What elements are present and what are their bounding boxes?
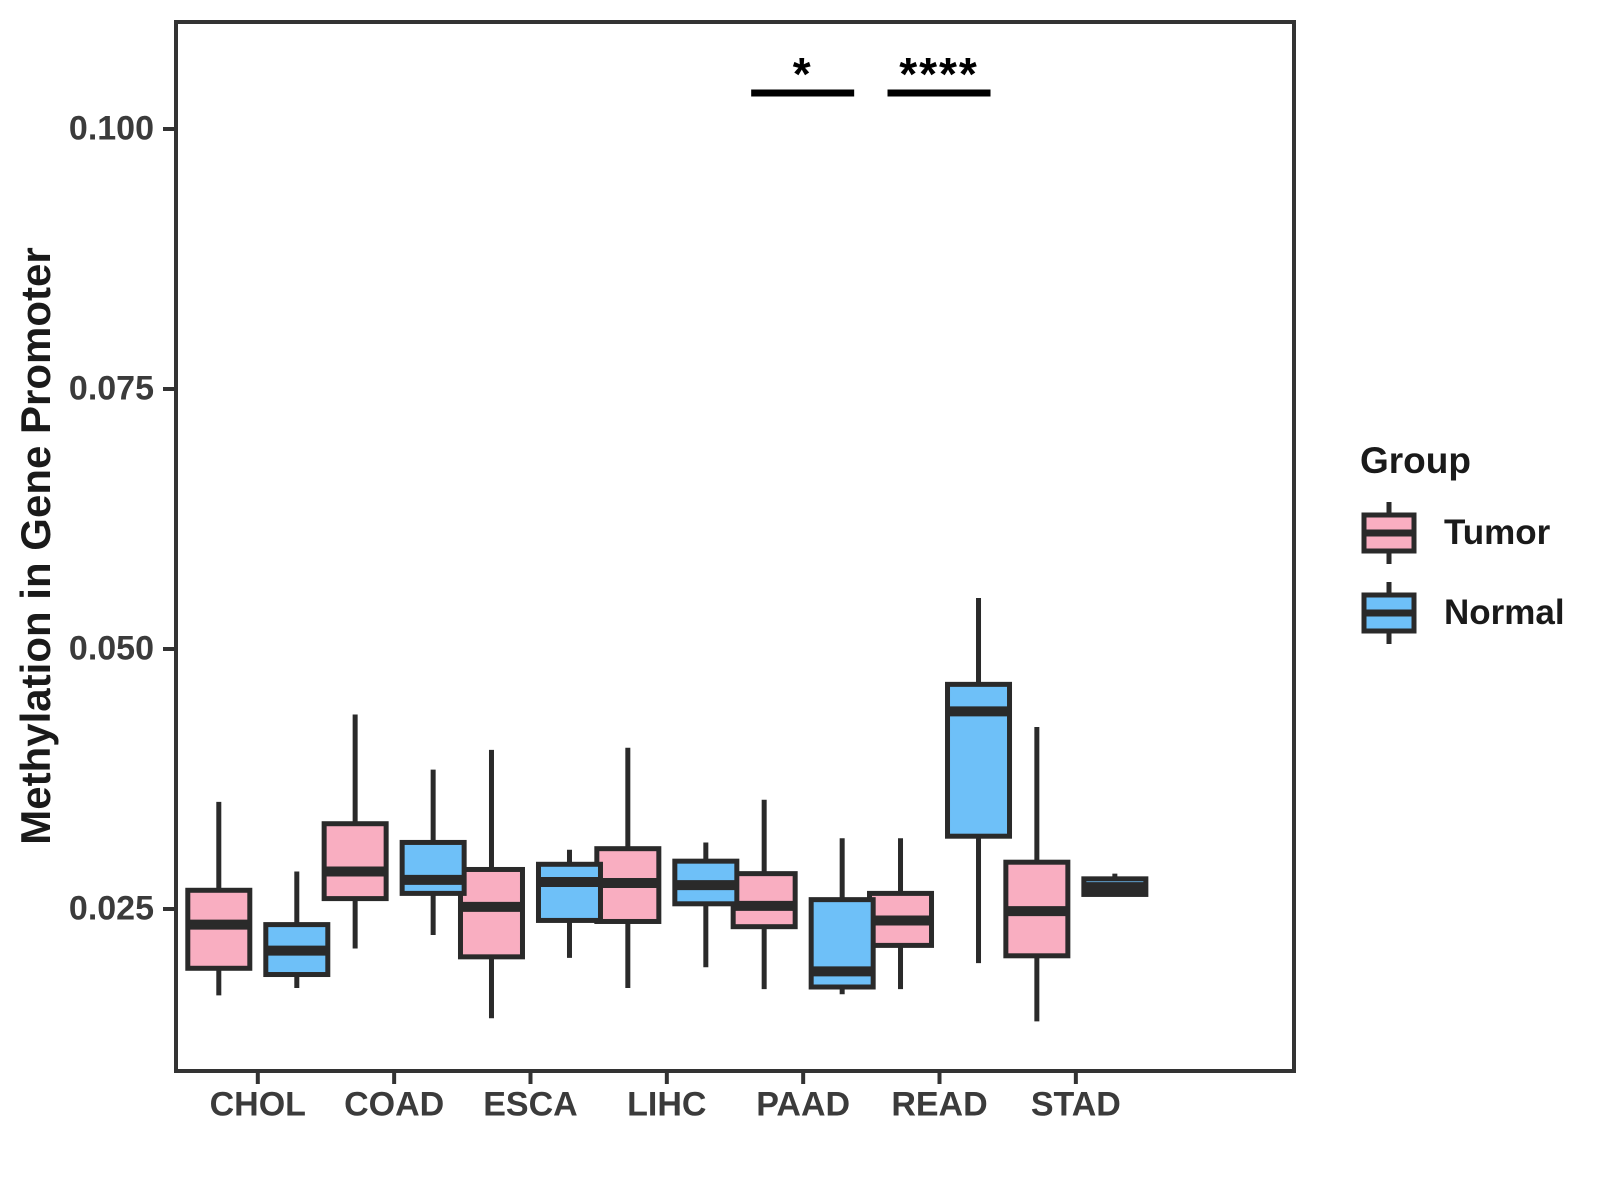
box-normal-coad <box>399 839 467 896</box>
x-tick-label: PAAD <box>756 1085 851 1124</box>
x-tick-label: READ <box>891 1085 988 1124</box>
box-tumor-coad <box>321 821 389 902</box>
y-tick-label: 0.100 <box>68 109 154 148</box>
box-tumor-esca <box>457 866 525 960</box>
y-tick-label: 0.050 <box>68 629 154 668</box>
x-tick-label: CHOL <box>209 1085 306 1124</box>
box-tumor-paad <box>730 871 798 930</box>
boxplot-glyph-normal-icon <box>1361 582 1417 644</box>
y-tick-label: 0.075 <box>68 369 154 408</box>
significance-label-read: **** <box>899 48 979 100</box>
legend-label-tumor: Tumor <box>1444 513 1551 552</box>
legend-title: Group <box>1360 440 1471 481</box>
legend: Group Tumor Normal <box>1352 440 1565 660</box>
legend-entry-normal: Normal <box>1352 580 1565 646</box>
x-tick-label: LIHC <box>627 1085 707 1124</box>
y-tick-label: 0.025 <box>68 889 154 928</box>
boxplot-glyph-tumor-icon <box>1361 502 1417 564</box>
x-tick-label: COAD <box>344 1085 445 1124</box>
x-tick-label: STAD <box>1030 1085 1121 1124</box>
y-axis-title: Methylation in Gene Promoter <box>12 247 59 845</box>
significance-label-paad: * <box>792 48 813 100</box>
panel-border <box>174 20 1296 1073</box>
x-tick-label: ESCA <box>483 1085 578 1124</box>
box-normal-esca <box>535 861 603 923</box>
legend-entry-tumor: Tumor <box>1352 500 1565 566</box>
legend-label-normal: Normal <box>1444 593 1565 632</box>
